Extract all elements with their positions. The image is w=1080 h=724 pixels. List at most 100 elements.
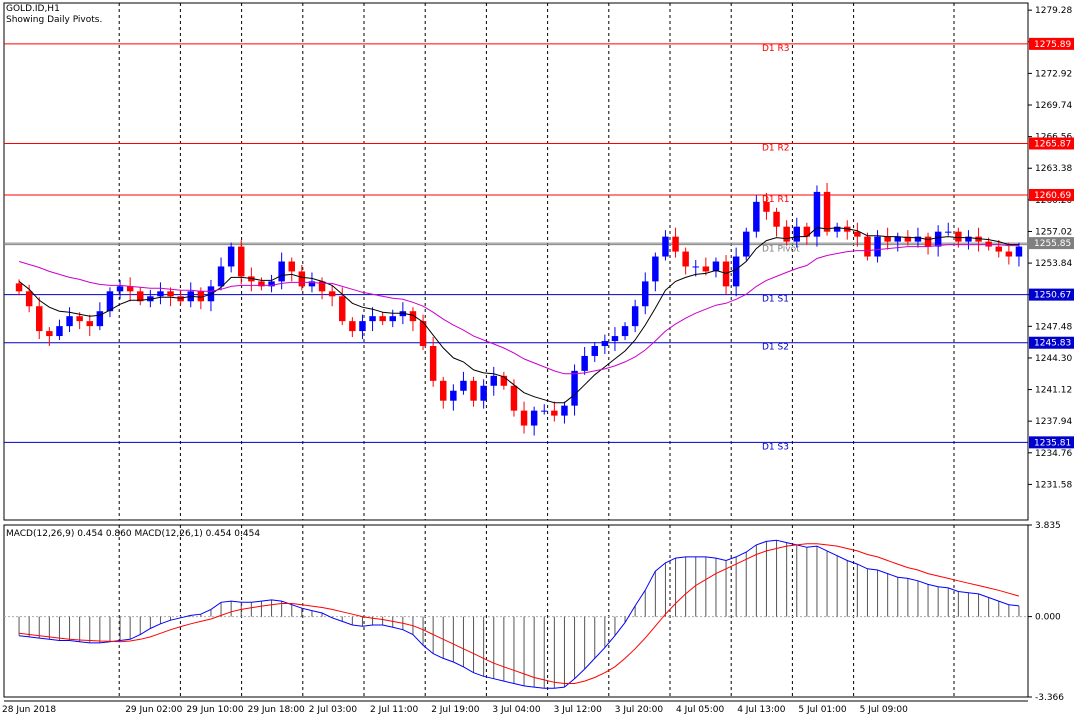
current-price-label: 1255.85 bbox=[1034, 239, 1071, 249]
candle-body-bear bbox=[1005, 251, 1013, 257]
candle-body-bear bbox=[520, 410, 528, 426]
candle-body-bull bbox=[631, 306, 639, 327]
candle-body-bear bbox=[884, 236, 891, 242]
macd-signal-line bbox=[19, 543, 1020, 684]
y-tick-label: 1257.02 bbox=[1035, 227, 1072, 237]
y-tick-label: 1272.92 bbox=[1035, 69, 1072, 79]
candle-body-bear bbox=[763, 201, 770, 212]
pivot-name: D1 S1 bbox=[762, 295, 789, 305]
pivot-price-label: 1260.69 bbox=[1034, 191, 1071, 201]
candle-body-bear bbox=[137, 291, 144, 302]
candle-body-bull bbox=[621, 326, 629, 337]
candle-body-bear bbox=[328, 291, 336, 297]
macd-pane-frame bbox=[3, 524, 1029, 698]
candle-body-bear bbox=[783, 226, 790, 242]
candle-body-bear bbox=[46, 331, 53, 337]
current-price-tag bbox=[1029, 237, 1074, 250]
candle-body-bear bbox=[197, 291, 205, 302]
x-tick-label: 5 Jul 01:00 bbox=[798, 705, 847, 715]
chart-title: GOLD.ID,H1 bbox=[6, 4, 60, 14]
candle-body-bear bbox=[167, 291, 174, 297]
pivot-price-tag bbox=[1029, 336, 1074, 349]
x-tick-label: 3 Jul 04:00 bbox=[492, 705, 541, 715]
x-tick-label: 4 Jul 05:00 bbox=[676, 705, 725, 715]
y-tick-label: 1237.94 bbox=[1035, 417, 1072, 427]
macd-label: MACD(12,26,9) 0.454 0.860 MACD(12,26,1) … bbox=[6, 529, 260, 539]
candle-body-bear bbox=[379, 316, 386, 322]
pivot-price-label: 1250.67 bbox=[1034, 291, 1071, 301]
candle-body-bear bbox=[15, 283, 23, 292]
x-tick-label: 2 Jul 19:00 bbox=[431, 705, 480, 715]
candle-body-bear bbox=[318, 281, 326, 292]
candle-body-bull bbox=[833, 226, 841, 232]
candle-body-bull bbox=[591, 346, 598, 356]
candle-body-bear bbox=[500, 375, 508, 386]
candle-body-bear bbox=[924, 236, 932, 247]
y-tick-label: 1247.48 bbox=[1035, 322, 1072, 332]
candle-body-bull bbox=[571, 370, 578, 406]
candle-body-bear bbox=[76, 316, 83, 322]
candle-body-bear bbox=[955, 231, 962, 242]
macd-y-tick-label: 0.000 bbox=[1035, 613, 1061, 623]
candle-body-bull bbox=[1015, 246, 1023, 257]
candle-body-bull bbox=[642, 281, 649, 307]
candle-body-bear bbox=[672, 236, 679, 252]
candle-body-bull bbox=[389, 316, 396, 322]
candle-body-bull bbox=[934, 231, 942, 247]
candle-body-bear bbox=[803, 226, 811, 237]
candle-body-bear bbox=[440, 380, 447, 401]
candle-body-bear bbox=[722, 261, 730, 287]
pivot-price-label: 1245.83 bbox=[1034, 339, 1071, 349]
macd-y-tick-label: -3.366 bbox=[1035, 693, 1064, 703]
candle-body-bull bbox=[96, 311, 104, 327]
candle-body-bear bbox=[904, 236, 912, 242]
candle-body-bull bbox=[561, 405, 568, 416]
candle-body-bull bbox=[662, 236, 669, 257]
macd-y-tick-label: 3.835 bbox=[1035, 521, 1061, 531]
candle-body-bear bbox=[298, 271, 306, 287]
pivot-name: D1 Pivot bbox=[762, 245, 800, 255]
pivot-price-label: 1235.81 bbox=[1034, 438, 1071, 448]
y-tick-label: 1279.28 bbox=[1035, 6, 1072, 16]
pivot-name: D1 R2 bbox=[762, 143, 790, 153]
candle-body-bull bbox=[56, 326, 63, 337]
x-tick-label: 29 Jun 18:00 bbox=[248, 705, 305, 715]
candle-body-bull bbox=[712, 261, 720, 272]
y-tick-label: 1269.74 bbox=[1035, 101, 1072, 111]
candle-body-bear bbox=[288, 261, 295, 272]
candle-body-bull bbox=[611, 336, 619, 342]
y-tick-label: 1263.38 bbox=[1035, 164, 1072, 174]
macd-main-line bbox=[19, 539, 1019, 689]
main-pane-frame bbox=[3, 2, 1029, 521]
pivot-price-label: 1265.87 bbox=[1034, 139, 1071, 149]
y-tick-label: 1253.84 bbox=[1035, 259, 1072, 269]
pivot-name: D1 R3 bbox=[762, 44, 790, 54]
candle-body-bull bbox=[914, 236, 922, 242]
candle-body-bull bbox=[874, 236, 881, 257]
candle-body-bear bbox=[429, 346, 437, 381]
candle-body-bull bbox=[530, 410, 538, 426]
candle-body-bull bbox=[116, 286, 124, 292]
candle-body-bull bbox=[278, 261, 285, 282]
y-tick-label: 1231.58 bbox=[1035, 480, 1072, 490]
x-tick-label: 2 Jul 03:00 bbox=[309, 705, 358, 715]
candle-body-bear bbox=[86, 321, 93, 327]
candle-body-bear bbox=[551, 410, 558, 416]
candle-body-bull bbox=[965, 236, 972, 242]
candle-body-bear bbox=[126, 286, 134, 292]
candle-body-bear bbox=[995, 246, 1002, 252]
pivot-name: D1 S2 bbox=[762, 343, 789, 353]
candle-body-bear bbox=[339, 296, 346, 322]
candle-body-bear bbox=[975, 236, 982, 242]
candle-body-bull bbox=[490, 375, 497, 386]
x-tick-label: 3 Jul 20:00 bbox=[615, 705, 664, 715]
candle-body-bull bbox=[732, 256, 740, 287]
candle-body-bear bbox=[773, 211, 780, 227]
candle-body-bear bbox=[409, 311, 417, 322]
x-tick-label: 4 Jul 13:00 bbox=[737, 705, 786, 715]
x-tick-label: 29 Jun 10:00 bbox=[186, 705, 243, 715]
candle-body-bull bbox=[369, 316, 376, 322]
candle-body-bull bbox=[268, 281, 275, 287]
